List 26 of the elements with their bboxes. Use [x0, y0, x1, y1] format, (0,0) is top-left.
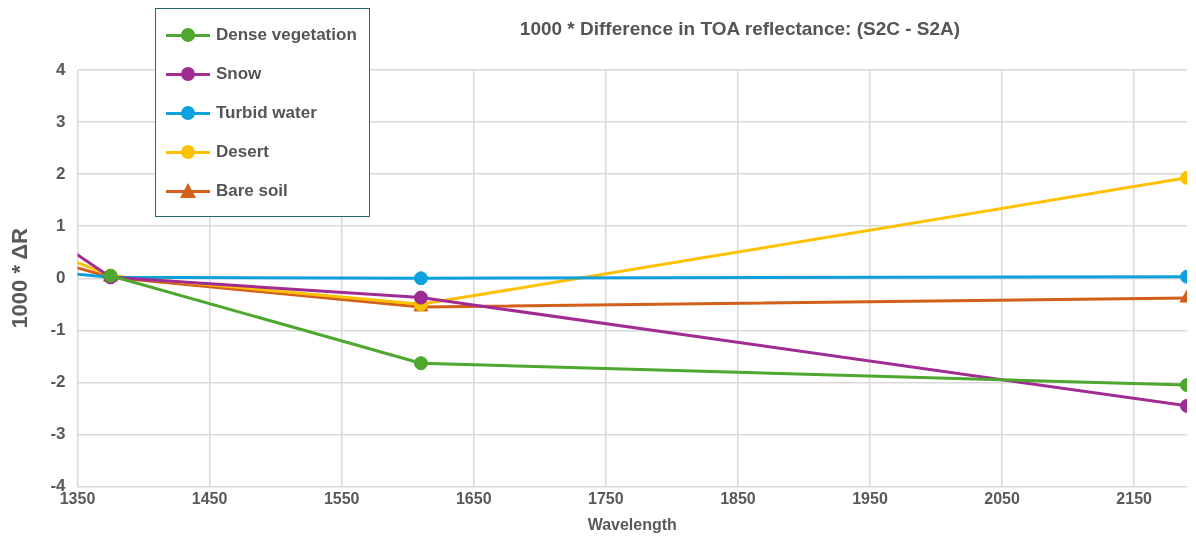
x-tick-label: 1650 — [455, 489, 492, 507]
x-tick-label: 2050 — [984, 489, 1020, 507]
x-tick-label: 1450 — [191, 489, 228, 507]
y-tick-label: 0 — [56, 267, 66, 287]
y-tick-label: 3 — [56, 111, 66, 131]
y-axis-title: 1000 * ΔR — [7, 227, 33, 329]
legend-label: Turbid water — [216, 102, 317, 123]
y-tick-label: -3 — [50, 424, 66, 444]
y-tick-label: -2 — [50, 372, 66, 392]
legend-label: Snow — [216, 63, 262, 84]
x-tick-label: 2150 — [1116, 489, 1153, 507]
y-tick-label: 2 — [56, 163, 66, 183]
x-tick-label: 1550 — [323, 489, 360, 507]
legend-label: Desert — [216, 141, 269, 162]
point — [413, 356, 428, 371]
legend-label: Dense vegetation — [216, 24, 357, 45]
x-tick-label: 1850 — [720, 489, 756, 507]
point — [413, 290, 428, 305]
chart-title: 1000 * Difference in TOA reflectance: (S2C - S2A) — [518, 18, 962, 40]
x-axis-title: Wavelength — [587, 515, 677, 533]
legend-label: Bare soil — [216, 180, 288, 201]
y-tick-label: 1 — [56, 215, 66, 235]
y-tick-label: 4 — [56, 59, 67, 79]
y-tick-label: -1 — [50, 320, 66, 340]
x-tick-label: 1950 — [852, 489, 888, 507]
x-tick-label: 1750 — [588, 489, 624, 507]
